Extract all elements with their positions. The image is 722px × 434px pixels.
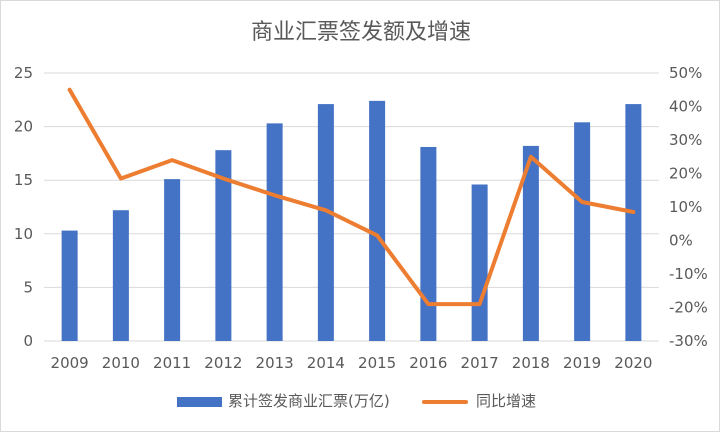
bar-mark	[317, 104, 334, 341]
x-axis-tick-label: 2016	[409, 354, 447, 372]
right-axis-tick-label: 30%	[669, 131, 702, 149]
x-axis-tick-label: 2018	[512, 354, 550, 372]
bar-mark	[574, 122, 591, 341]
left-axis-tick-label: 0	[23, 332, 33, 350]
x-axis-tick-label: 2017	[461, 354, 499, 372]
left-axis: 0 5 10 15 20 25	[14, 64, 33, 350]
x-axis-tick-label: 2010	[102, 354, 140, 372]
legend: 累计签发商业汇票(万亿) 同比增速	[177, 392, 536, 410]
chart-title: 商业汇票签发额及增速	[251, 20, 471, 45]
bar-series	[61, 100, 642, 341]
bar-mark	[522, 145, 539, 341]
bar-mark	[61, 230, 78, 341]
x-axis-tick-label: 2015	[358, 354, 396, 372]
right-axis-tick-label: 0%	[669, 232, 693, 250]
left-axis-tick-label: 15	[14, 171, 33, 189]
left-axis-tick-label: 20	[14, 118, 33, 136]
bar-mark	[164, 179, 181, 341]
growth-series	[67, 87, 636, 307]
legend-bar-label: 累计签发商业汇票(万亿)	[228, 392, 390, 410]
x-axis-tick-label: 2013	[256, 354, 294, 372]
left-axis-tick-label: 10	[14, 225, 33, 243]
x-axis: 2009 2010 2011 2012 2013 2014 2015 2016 2017 2018…	[51, 354, 653, 372]
bar-mark	[215, 150, 232, 341]
left-axis-tick-label: 25	[14, 64, 33, 82]
x-axis-tick-label: 2011	[153, 354, 191, 372]
bar-mark	[112, 210, 129, 341]
bar-mark	[625, 104, 642, 341]
right-axis-tick-label: 20%	[669, 165, 702, 183]
right-axis-tick-label: 40%	[669, 98, 702, 116]
growth-line	[67, 87, 636, 307]
grid-lines	[44, 72, 659, 342]
right-axis-tick-label: -10%	[669, 265, 708, 283]
legend-bar-swatch	[177, 397, 222, 407]
right-axis-tick-label: -20%	[669, 299, 708, 317]
right-axis-tick-label: 50%	[669, 64, 702, 82]
right-axis: -30% -20% -10% 0% 10% 20% 30% 40% 50%	[669, 64, 708, 350]
bar-mark	[369, 100, 386, 341]
left-axis-tick-label: 5	[23, 278, 33, 296]
bar-mark	[266, 123, 283, 341]
bar-mark	[420, 146, 437, 341]
x-axis-tick-label: 2020	[614, 354, 652, 372]
x-axis-tick-label: 2012	[204, 354, 242, 372]
right-axis-tick-label: -30%	[669, 332, 708, 350]
x-axis-tick-label: 2019	[563, 354, 601, 372]
bar-mark	[471, 184, 488, 341]
x-axis-tick-label: 2009	[51, 354, 89, 372]
right-axis-tick-label: 10%	[669, 198, 702, 216]
legend-line-label: 同比增速	[476, 392, 536, 410]
x-axis-tick-label: 2014	[307, 354, 345, 372]
